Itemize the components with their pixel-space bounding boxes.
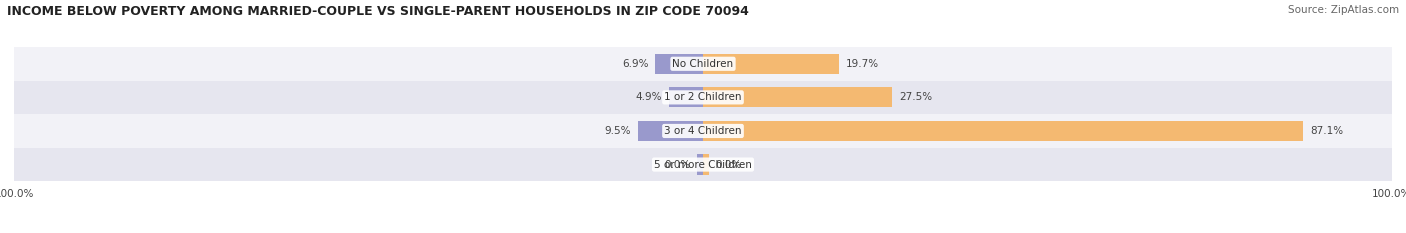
Bar — [703, 121, 1303, 141]
Bar — [14, 148, 1392, 181]
Text: 6.9%: 6.9% — [621, 59, 648, 69]
Text: 19.7%: 19.7% — [845, 59, 879, 69]
Bar — [669, 87, 703, 107]
Bar — [703, 54, 839, 74]
Text: Source: ZipAtlas.com: Source: ZipAtlas.com — [1288, 5, 1399, 15]
Bar — [655, 54, 703, 74]
Bar — [637, 121, 703, 141]
Text: 87.1%: 87.1% — [1310, 126, 1343, 136]
Text: 0.0%: 0.0% — [716, 160, 741, 170]
Text: 4.9%: 4.9% — [636, 92, 662, 102]
Text: 27.5%: 27.5% — [900, 92, 932, 102]
Text: INCOME BELOW POVERTY AMONG MARRIED-COUPLE VS SINGLE-PARENT HOUSEHOLDS IN ZIP COD: INCOME BELOW POVERTY AMONG MARRIED-COUPL… — [7, 5, 749, 18]
Text: 3 or 4 Children: 3 or 4 Children — [664, 126, 742, 136]
Bar — [697, 154, 703, 175]
Bar — [703, 154, 709, 175]
Bar — [14, 47, 1392, 81]
Text: 1 or 2 Children: 1 or 2 Children — [664, 92, 742, 102]
Bar — [703, 87, 893, 107]
Text: No Children: No Children — [672, 59, 734, 69]
Bar — [14, 81, 1392, 114]
Text: 5 or more Children: 5 or more Children — [654, 160, 752, 170]
Bar — [14, 114, 1392, 148]
Text: 9.5%: 9.5% — [605, 126, 631, 136]
Text: 0.0%: 0.0% — [665, 160, 690, 170]
